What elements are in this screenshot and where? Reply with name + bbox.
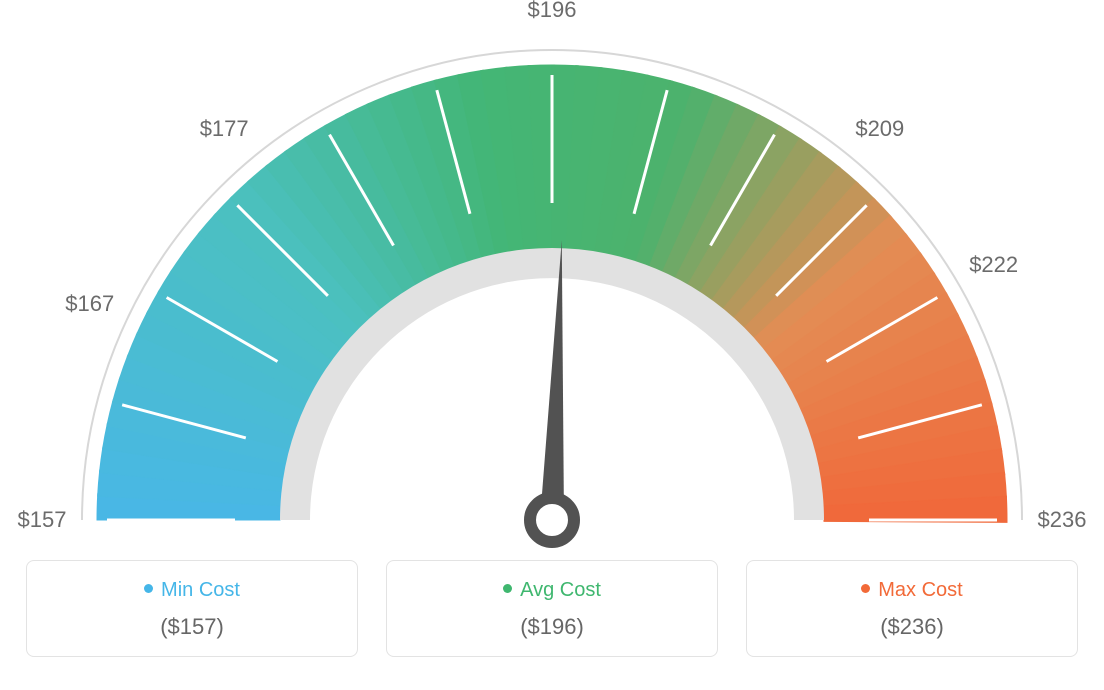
- dot-icon: [503, 584, 512, 593]
- legend-row: Min Cost ($157) Avg Cost ($196) Max Cost…: [0, 560, 1104, 677]
- legend-value-avg: ($196): [397, 614, 707, 640]
- legend-title-text: Avg Cost: [520, 579, 601, 601]
- dot-icon: [144, 584, 153, 593]
- legend-value-min: ($157): [37, 614, 347, 640]
- gauge-tick-label: $177: [200, 116, 249, 142]
- legend-card-avg: Avg Cost ($196): [386, 560, 718, 657]
- gauge-tick-label: $196: [528, 0, 577, 23]
- legend-title-avg: Avg Cost: [397, 579, 707, 602]
- legend-title-text: Max Cost: [878, 579, 962, 601]
- gauge-tick-label: $222: [969, 252, 1018, 278]
- gauge-tick-label: $167: [65, 291, 114, 317]
- legend-card-max: Max Cost ($236): [746, 560, 1078, 657]
- gauge-chart: $157 $167 $177 $196 $209 $222 $236: [0, 0, 1104, 560]
- dot-icon: [861, 584, 870, 593]
- gauge-svg: [0, 0, 1104, 560]
- legend-card-min: Min Cost ($157): [26, 560, 358, 657]
- gauge-tick-label: $157: [18, 507, 67, 533]
- legend-value-max: ($236): [757, 614, 1067, 640]
- gauge-tick-label: $236: [1038, 507, 1087, 533]
- gauge-tick-label: $209: [855, 116, 904, 142]
- legend-title-text: Min Cost: [161, 579, 240, 601]
- legend-title-max: Max Cost: [757, 579, 1067, 602]
- legend-title-min: Min Cost: [37, 579, 347, 602]
